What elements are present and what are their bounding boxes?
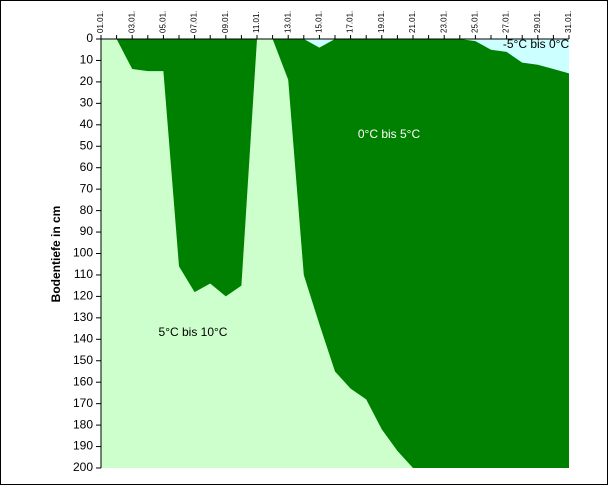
y-tick-label: 110 [74,267,93,281]
x-tick-label: 23.01. [439,11,448,33]
y-tick-label: 200 [73,460,93,474]
x-tick-label: 09.01. [221,11,230,33]
x-tick-label: 21.01. [408,11,417,33]
y-tick-label: 60 [80,160,94,174]
y-tick-label: 50 [80,138,94,152]
y-tick-label: 130 [73,310,93,324]
y-tick-label: 0 [86,31,93,45]
plot-area [101,39,569,468]
y-tick-label: 170 [73,396,93,410]
zone-label: 5°C bis 10°C [159,325,228,339]
x-tick-label: 01.01. [96,11,105,33]
x-tick-label: 15.01. [315,11,324,33]
y-tick-label: 120 [73,289,93,303]
zone-label: 0°C bis 5°C [358,127,421,141]
x-tick-label: 19.01. [377,11,386,33]
y-tick-label: 30 [80,96,94,110]
zone-label: -5°C bis 0°C [503,37,570,51]
x-tick-label: 13.01. [283,11,292,33]
x-tick-label: 29.01. [533,11,542,33]
x-tick-label: 03.01. [127,11,136,33]
area [101,39,413,468]
y-tick-label: 40 [80,117,94,131]
y-tick-label: 70 [80,181,94,195]
area [303,39,569,74]
y-axis-label: Bodentiefe in cm [49,206,63,303]
y-tick-label: 190 [73,439,93,453]
y-tick-label: 140 [73,331,93,345]
y-tick-label: 20 [80,74,94,88]
x-tick-label: 11.01. [252,11,261,33]
x-tick-label: 27.01. [502,11,511,33]
x-tick-label: 05.01. [159,11,168,33]
y-tick-label: 10 [80,53,94,67]
x-tick-label: 07.01. [190,11,199,33]
y-tick-label: 150 [73,353,93,367]
y-tick-label: 180 [73,417,93,431]
y-tick-label: 80 [80,203,94,217]
y-tick-label: 100 [73,246,93,260]
y-tick-label: 160 [73,374,93,388]
x-tick-label: 17.01. [346,11,355,33]
y-tick-label: 90 [80,224,94,238]
x-tick-label: 25.01. [471,11,480,33]
x-tick-label: 31.01. [564,11,573,33]
